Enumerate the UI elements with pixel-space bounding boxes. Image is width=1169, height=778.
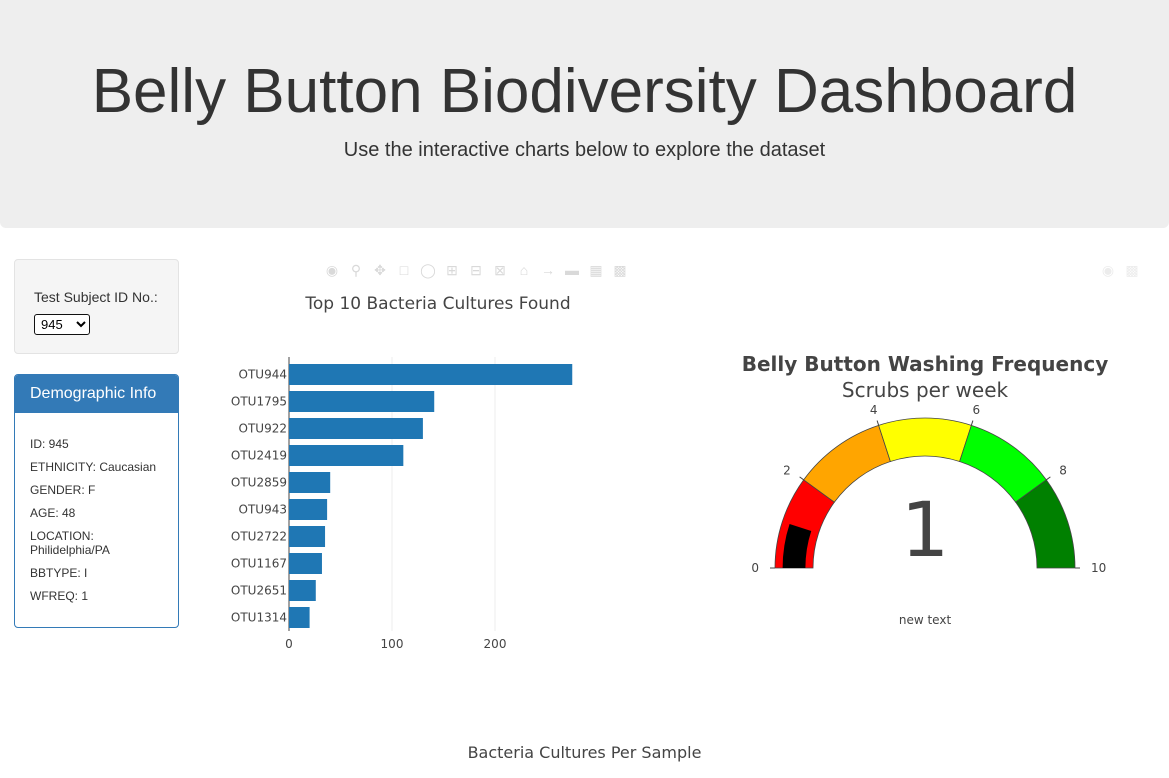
bar-category-label: OTU943 — [239, 503, 287, 517]
bar-mark[interactable] — [289, 418, 423, 439]
gauge-tick — [1046, 476, 1051, 481]
bar-mark[interactable] — [289, 580, 316, 601]
bar-chart-title: Top 10 Bacteria Cultures Found — [304, 294, 570, 314]
bar-mark[interactable] — [289, 445, 404, 466]
header-jumbotron: Belly Button Biodiversity Dashboard Use … — [0, 0, 1169, 228]
metadata-id: ID: 945 — [30, 437, 69, 451]
camera-icon[interactable]: ◉ — [1101, 262, 1115, 278]
bar-mark[interactable] — [289, 553, 322, 574]
lasso-icon[interactable]: ◯ — [420, 262, 436, 278]
bar-category-label: OTU922 — [239, 422, 287, 436]
subject-selector-well: Test Subject ID No.: 945 — [14, 259, 179, 354]
gauge-value: 1 — [901, 485, 949, 574]
subject-id-dropdown[interactable]: 945 — [34, 314, 90, 335]
bar-mark[interactable] — [289, 607, 310, 628]
gauge-modebar: ◉ ▩ — [1100, 262, 1140, 280]
gauge-tick-label: 10 — [1091, 561, 1106, 575]
gauge-tick-label: 6 — [972, 403, 980, 417]
bar-mark[interactable] — [289, 364, 573, 385]
bubble-chart-title: Bacteria Cultures Per Sample — [467, 743, 702, 762]
box-select-icon[interactable]: □ — [399, 262, 409, 278]
gauge-step — [878, 417, 972, 462]
bar-mark[interactable] — [289, 472, 331, 493]
gauge-tick-label: 0 — [751, 561, 759, 575]
gauge-tick — [876, 420, 880, 426]
metadata-age: AGE: 48 — [30, 506, 76, 520]
gauge-tick-label: 2 — [783, 463, 791, 477]
bar-chart: Top 10 Bacteria Cultures Found OTU944 OTU… — [231, 294, 573, 651]
subject-selector-label: Test Subject ID No.: — [34, 289, 158, 305]
bar-x-tick-label: 100 — [381, 637, 404, 651]
gauge-chart: Belly Button Washing Frequency Scrubs pe… — [742, 352, 1108, 627]
pan-icon[interactable]: ✥ — [374, 262, 386, 278]
demographic-panel: Demographic Info ID: 945 ETHNICITY: Cauc… — [14, 374, 179, 628]
page-subtitle: Use the interactive charts below to expl… — [343, 139, 826, 161]
plotly-logo-icon[interactable]: ▩ — [1125, 262, 1139, 278]
gauge-tick-label: 4 — [870, 403, 878, 417]
camera-icon[interactable]: ◉ — [325, 262, 339, 278]
bar-category-label: OTU2651 — [231, 584, 287, 598]
gauge-annotation: new text — [899, 613, 952, 627]
gauge-tick — [970, 420, 974, 426]
zoom-in-icon[interactable]: ⊞ — [446, 262, 458, 278]
spike-lines-icon[interactable]: → — [541, 262, 555, 278]
bar-category-label: OTU1314 — [231, 611, 287, 625]
autoscale-icon[interactable]: ⊠ — [494, 262, 506, 278]
metadata-wfreq: WFREQ: 1 — [30, 589, 89, 603]
plotly-logo-icon[interactable]: ▩ — [613, 262, 627, 278]
gauge-subtitle: Scrubs per week — [842, 378, 1009, 402]
bar-category-label: OTU2859 — [231, 476, 287, 490]
bar-mark[interactable] — [289, 391, 435, 412]
compare-hover-icon[interactable]: ▬ — [565, 262, 579, 278]
bar-chart-modebar: ◉ ⚲ ✥ □ ◯ ⊞ ⊟ ⊠ ⌂ → ▬ ▦ ▩ — [324, 262, 628, 280]
metadata-bbtype: BBTYPE: I — [30, 566, 88, 580]
metadata-location: LOCATION: Philidelphia/PA — [30, 529, 110, 557]
demographic-panel-body: ID: 945 ETHNICITY: Caucasian GENDER: F A… — [15, 413, 178, 603]
bar-category-label: OTU944 — [239, 368, 287, 382]
bar-category-label: OTU1167 — [231, 557, 287, 571]
demographic-panel-heading: Demographic Info — [15, 375, 178, 413]
zoom-icon[interactable]: ⚲ — [350, 262, 362, 278]
bar-mark[interactable] — [289, 526, 326, 547]
bar-mark[interactable] — [289, 499, 328, 520]
metadata-gender: GENDER: F — [30, 483, 96, 497]
gauge-tick — [799, 476, 804, 481]
gauge-value-bar — [782, 523, 812, 568]
bar-category-label: OTU1795 — [231, 395, 287, 409]
bar-x-tick-label: 200 — [484, 637, 507, 651]
reset-axes-icon[interactable]: ⌂ — [519, 262, 529, 278]
gauge-tick-label: 8 — [1059, 463, 1067, 477]
bar-category-label: OTU2722 — [231, 530, 287, 544]
closest-hover-icon[interactable]: ▦ — [589, 262, 603, 278]
page-title: Belly Button Biodiversity Dashboard — [91, 57, 1078, 126]
bar-category-label: OTU2419 — [231, 449, 287, 463]
metadata-ethnicity: ETHNICITY: Caucasian — [30, 460, 157, 474]
gauge-title: Belly Button Washing Frequency — [742, 352, 1108, 376]
zoom-out-icon[interactable]: ⊟ — [470, 262, 482, 278]
bar-x-tick-label: 0 — [285, 637, 293, 651]
